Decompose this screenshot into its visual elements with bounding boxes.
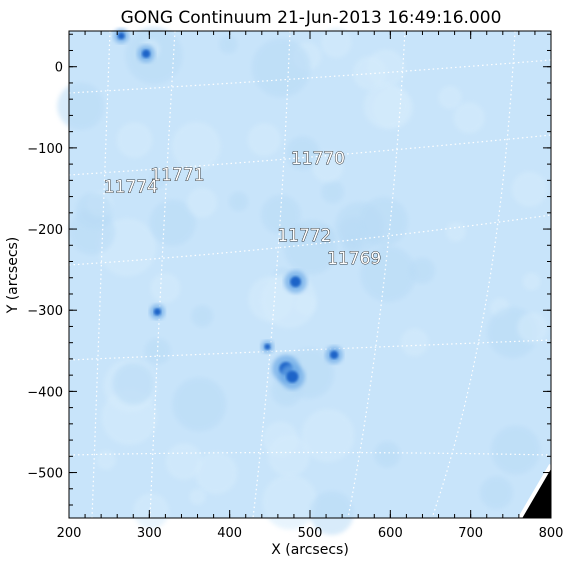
x-tick-label: 500 <box>298 526 323 541</box>
sunspot-umbra <box>329 350 339 360</box>
grid-meridian <box>91 30 111 519</box>
grid-meridian <box>252 30 291 519</box>
texture-patch <box>285 136 320 170</box>
solar-limb <box>518 463 553 520</box>
image-title: GONG Continuum 21-Jun-2013 16:49:16.000 <box>121 8 502 28</box>
texture-patch <box>96 450 117 470</box>
sunspots <box>113 28 343 390</box>
sunspot-umbra <box>290 276 301 288</box>
texture-patch <box>260 194 301 235</box>
sunspot-umbra <box>286 370 299 383</box>
grid-parallel <box>68 134 552 176</box>
y-axis-ticks: 0 −100 −200 −300 −400 −500 <box>27 33 551 506</box>
y-tick-label: −100 <box>27 142 63 157</box>
texture-patch <box>511 171 548 207</box>
active-region-label: 11772 <box>277 226 331 246</box>
x-tick-label: 600 <box>378 526 403 541</box>
x-tick-label: 200 <box>57 526 82 541</box>
y-tick-label: 0 <box>55 61 63 76</box>
x-axis-ticks: 200 300 400 500 600 700 800 <box>57 31 564 541</box>
texture-patch <box>165 443 203 480</box>
texture-patch <box>133 493 169 529</box>
texture-patch <box>149 199 196 246</box>
texture-patch <box>374 441 401 468</box>
texture-patch <box>360 245 417 302</box>
x-tick-label: 300 <box>137 526 162 541</box>
texture-patch <box>301 409 355 463</box>
texture-patch <box>57 82 105 130</box>
y-axis-label: Y (arcsecs) <box>5 237 21 315</box>
texture-patch <box>522 272 541 291</box>
y-tick-label: −200 <box>27 223 63 238</box>
texture-patch <box>400 328 429 357</box>
active-region-label: 11774 <box>104 178 158 198</box>
texture-patch <box>189 488 206 505</box>
x-axis-label: X (arcsecs) <box>271 542 349 558</box>
texture-patch <box>358 197 408 247</box>
x-tick-label: 800 <box>539 526 564 541</box>
grid-parallel <box>68 339 552 361</box>
texture-patch <box>251 38 311 98</box>
texture-patch <box>187 187 218 218</box>
texture-patch <box>247 123 281 157</box>
sunspot-umbra <box>153 308 161 316</box>
texture-patch <box>283 219 339 275</box>
active-region-label: 11771 <box>150 165 204 185</box>
texture-patch <box>491 425 541 475</box>
y-tick-label: −400 <box>27 385 63 400</box>
texture-patch <box>171 121 221 171</box>
grid-parallel <box>68 59 552 94</box>
y-tick-label: −500 <box>27 467 63 482</box>
sunspot-umbra <box>264 343 271 350</box>
grid-meridian <box>431 30 516 519</box>
texture-patch <box>517 312 548 344</box>
texture-patch <box>438 85 462 110</box>
texture-patch <box>228 191 249 212</box>
texture-patch <box>363 83 410 129</box>
x-tick-label: 400 <box>217 526 242 541</box>
texture-patch <box>312 151 344 183</box>
texture-patch <box>116 122 153 158</box>
texture-patch <box>408 257 436 284</box>
texture-patch <box>172 377 227 432</box>
heliographic-grid <box>68 30 552 519</box>
texture-patch <box>267 434 310 477</box>
grid-meridian <box>149 30 176 519</box>
granulation-texture <box>57 26 548 536</box>
texture-patch <box>75 192 113 229</box>
texture-patch <box>341 235 362 256</box>
sunspot-umbra <box>117 32 125 40</box>
texture-patch <box>480 476 513 510</box>
texture-patch <box>262 474 318 530</box>
active-region-label: 11769 <box>327 249 381 269</box>
grid-parallel <box>68 214 552 266</box>
texture-patch <box>321 27 352 58</box>
y-tick-label: −300 <box>27 304 63 319</box>
texture-patch <box>195 451 238 495</box>
texture-patch <box>150 170 168 188</box>
texture-patch <box>219 35 238 54</box>
texture-patch <box>445 221 466 242</box>
texture-patch <box>321 180 345 204</box>
sunspot-umbra <box>141 49 151 58</box>
texture-patch <box>112 362 155 405</box>
texture-patch <box>453 102 485 134</box>
active-region-label: 11770 <box>291 149 345 169</box>
texture-patch <box>309 491 354 536</box>
grid-meridian <box>347 30 406 519</box>
grid-parallel <box>68 451 552 456</box>
x-tick-label: 700 <box>458 526 483 541</box>
texture-patch <box>150 273 181 303</box>
texture-patch <box>191 305 214 327</box>
texture-patch <box>352 56 387 90</box>
